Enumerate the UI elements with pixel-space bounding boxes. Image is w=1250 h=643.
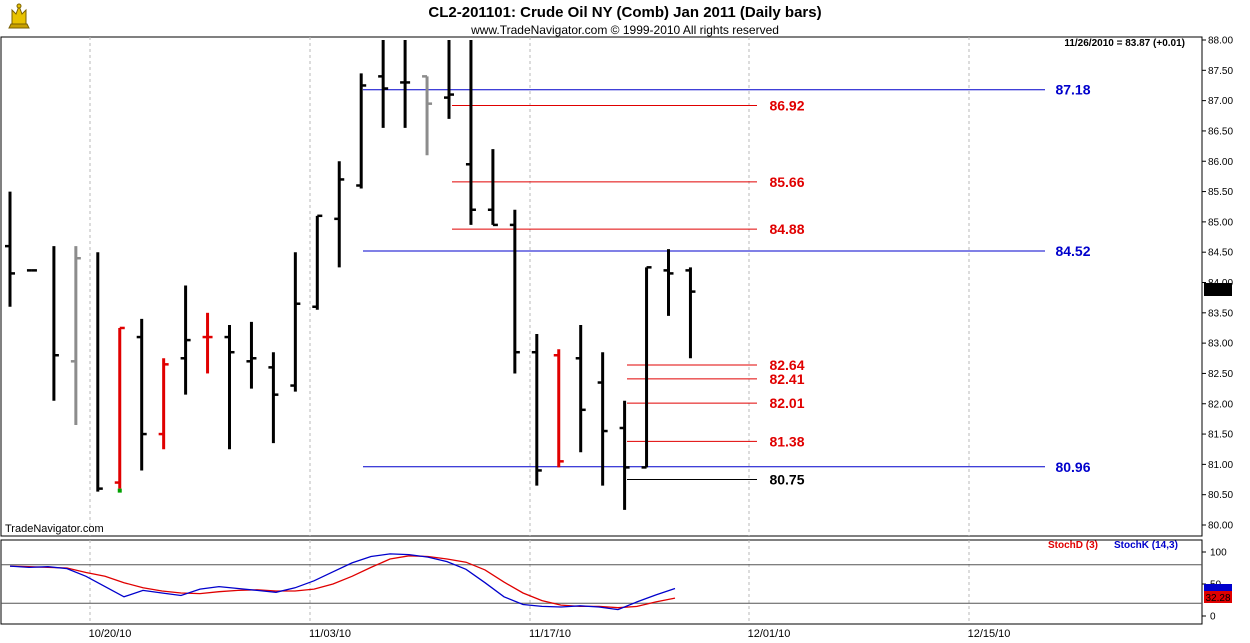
ohlc-bar [400, 40, 411, 128]
ohlc-bar [378, 40, 389, 128]
price-tick-label: 87.00 [1208, 96, 1233, 107]
signal-marker [117, 488, 122, 493]
ohlc-bar [52, 246, 59, 401]
price-tick-label: 86.50 [1208, 126, 1233, 137]
stochd-value-label: 32.28 [1205, 593, 1230, 604]
price-bars [5, 40, 696, 510]
price-tick-label: 82.00 [1208, 399, 1233, 410]
date-axis: 10/20/10 11/03/10 11/17/10 12/01/10 12/15/10 [89, 628, 1011, 640]
stochastic-lines [9, 553, 676, 611]
ohlc-bar [619, 400, 630, 510]
ohlc-bar [202, 312, 213, 374]
ohlc-bar [246, 321, 257, 389]
ohlc-bar [444, 40, 454, 119]
ohlc-bar [334, 161, 345, 268]
ohlc-bar [5, 191, 15, 307]
ohlc-bar [575, 324, 586, 453]
ohlc-bar [96, 252, 103, 492]
last-price-label: 83.87 [1205, 285, 1230, 296]
price-level-label: 84.52 [1055, 243, 1090, 259]
ohlc-bar [136, 318, 147, 471]
price-tick-label: 83.50 [1208, 308, 1233, 319]
ohlc-bar [356, 73, 367, 189]
price-level-label: 80.75 [769, 472, 804, 488]
price-level-label: 80.96 [1055, 459, 1090, 475]
ohlc-bar [487, 149, 498, 227]
grid-lines [1, 37, 1202, 624]
ohlc-bar [312, 214, 323, 310]
ohlc-bar [180, 285, 191, 395]
price-tick-label: 83.00 [1208, 339, 1233, 350]
price-level-label: 82.01 [769, 395, 804, 411]
price-tick-label: 85.50 [1208, 187, 1233, 198]
tradenavigator-logo-icon [4, 3, 34, 33]
price-tick-label: 87.50 [1208, 66, 1233, 77]
price-tick-label: 80.50 [1208, 490, 1233, 501]
ohlc-bar [509, 209, 520, 374]
stoch-series-line [9, 555, 676, 609]
watermark: TradeNavigator.com [5, 523, 104, 535]
stoch-series-line [9, 553, 676, 611]
copyright-text: www.TradeNavigator.com © 1999-2010 All r… [470, 23, 779, 37]
date-tick-label: 12/01/10 [748, 628, 791, 640]
ohlc-bar [224, 324, 235, 450]
price-tick-label: 86.00 [1208, 157, 1233, 168]
date-tick-label: 11/17/10 [529, 628, 571, 640]
legend-stochk: StochK (14,3) [1114, 540, 1178, 551]
price-tick-label: 85.00 [1208, 217, 1233, 228]
ohlc-bar [70, 246, 81, 425]
chart-title: CL2-201101: Crude Oil NY (Comb) Jan 2011… [428, 4, 821, 21]
price-tick-label: 84.50 [1208, 248, 1233, 259]
ohlc-bar [685, 267, 696, 359]
price-tick-label: 81.00 [1208, 460, 1233, 471]
ohlc-bar [158, 358, 169, 450]
price-tick-label: 82.50 [1208, 369, 1233, 380]
date-tick-label: 11/03/10 [309, 628, 351, 640]
ohlc-bar [422, 75, 433, 156]
price-level-label: 82.41 [769, 371, 804, 387]
ohlc-bar [663, 249, 674, 316]
ohlc-bar [597, 352, 608, 486]
price-level-label: 84.88 [769, 221, 804, 237]
ohlc-bar [268, 352, 279, 444]
indicator-tick-label: 100 [1210, 548, 1227, 559]
date-tick-label: 12/15/10 [968, 628, 1011, 640]
ohlc-bar [290, 252, 301, 392]
last-quote: 11/26/2010 = 83.87 (+0.01) [1064, 38, 1185, 49]
stochd-value-marker: 32.28 [1204, 584, 1232, 604]
price-level-label: 81.38 [769, 433, 804, 449]
indicator-tick-label: 0 [1210, 612, 1216, 623]
last-price-marker: 83.87 [1204, 283, 1232, 296]
legend-stochd: StochD (3) [1048, 540, 1098, 551]
ohlc-bar [114, 326, 125, 489]
price-level-label: 86.92 [769, 97, 804, 113]
date-tick-label: 10/20/10 [89, 628, 132, 640]
ohlc-bar [531, 334, 542, 486]
price-level-label: 82.64 [769, 357, 804, 373]
price-tick-label: 88.00 [1208, 36, 1233, 47]
ohlc-bar [553, 349, 564, 468]
ohlc-bar [465, 40, 476, 225]
ohlc-bar [641, 266, 652, 469]
price-level-label: 85.66 [769, 174, 804, 190]
indicator-panel [0, 539, 1203, 625]
price-tick-label: 81.50 [1208, 430, 1233, 441]
price-tick-label: 80.00 [1208, 521, 1233, 532]
price-level-label: 87.18 [1055, 82, 1090, 98]
